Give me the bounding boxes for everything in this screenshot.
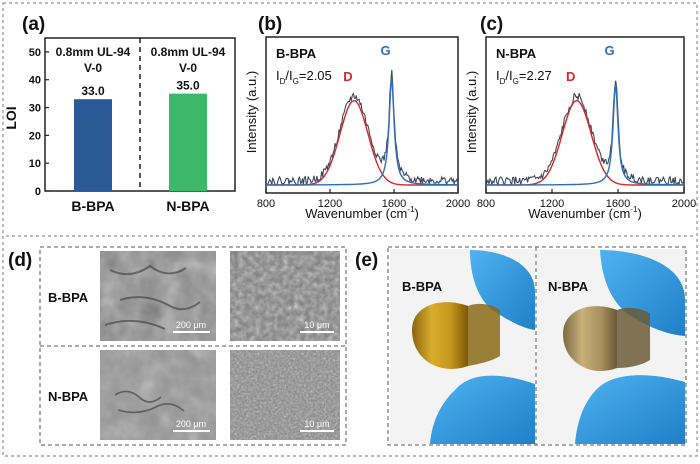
panel-label-b: (b)	[258, 14, 282, 35]
raman-chart-n-bpa: Intensity (a.u.) Wavenumber (cm-1) N-BPA…	[464, 36, 696, 221]
x-tick-label: 2000	[672, 198, 696, 210]
x-tick-label: 1600	[382, 198, 406, 210]
bar-value-label: 35.0	[176, 79, 200, 93]
panel-label-c: (c)	[480, 14, 503, 35]
bar-n-bpa	[169, 93, 207, 191]
d-band-fit	[266, 99, 458, 186]
ul94-rating-line2: V-0	[179, 61, 197, 75]
ul94-rating-line1: 0.8mm UL-94	[151, 45, 226, 59]
y-axis-label-c: Intensity (a.u.)	[464, 71, 479, 153]
photo-n-bpa: N-BPA	[537, 249, 685, 444]
d-band-fit	[486, 99, 684, 186]
bar-value-label: 33.0	[81, 84, 105, 98]
curves-c: DG	[485, 43, 685, 187]
y-tick-label-a: 50	[29, 47, 41, 59]
sem-row-label-b-bpa: B-BPA	[48, 290, 89, 305]
sem-image-n-bpa-low: 200 μm	[100, 350, 216, 440]
x-ticks-c: 800 1200 1600 2000	[477, 189, 696, 210]
raw-spectrum	[485, 80, 685, 187]
y-tick-label-a: 10	[29, 158, 41, 170]
photo-label-b-bpa: B-BPA	[402, 279, 443, 294]
sem-panel: B-BPA N-BPA 200 μm 10 μm 200 μm	[39, 246, 347, 446]
peak-label-g: G	[381, 43, 391, 58]
y-axis-label-a: LOI	[3, 106, 19, 129]
y-tick-label-a: 40	[29, 75, 41, 87]
ul94-rating-line2: V-0	[84, 61, 102, 75]
outer-frame	[2, 2, 698, 457]
x-axis-label-b: Wavenumber (cm-1)	[305, 205, 419, 221]
bars-a: 33.0 0.8mm UL-94 V-0 B-BPA 35.0 0.8mm UL-94 V-…	[56, 45, 226, 214]
photo-b-bpa: B-BPA	[390, 249, 535, 444]
g-band-fit	[266, 79, 458, 186]
x-tick-label: 1200	[318, 198, 342, 210]
curves-b: DG	[265, 43, 459, 187]
film-b-bpa	[412, 302, 468, 369]
g-band-fit	[486, 84, 684, 186]
y-axis-label-b: Intensity (a.u.)	[244, 71, 259, 153]
peak-label-d: D	[343, 69, 352, 84]
peak-label-d: D	[566, 69, 575, 84]
ratio-label-b: ID/IG=2.05	[276, 68, 332, 86]
bar-b-bpa	[74, 99, 112, 191]
scale-bar-200um-n: 200 μm	[176, 419, 206, 429]
peak-label-g: G	[604, 43, 614, 58]
raman-chart-b-bpa: Intensity (a.u.) Wavenumber (cm-1) B-BPA…	[244, 36, 470, 221]
photo-label-n-bpa: N-BPA	[548, 279, 589, 294]
panel-label-e: (e)	[355, 250, 378, 271]
x-category-label: B-BPA	[71, 198, 114, 214]
x-tick-label: 800	[257, 198, 275, 210]
y-ticks-a: 0 10 20 30 40 50	[29, 47, 49, 198]
film-n-bpa	[563, 306, 617, 371]
x-tick-label: 1200	[540, 198, 564, 210]
x-tick-label: 2000	[446, 198, 470, 210]
photo-panel: B-BPA N-BPA	[387, 246, 687, 446]
x-tick-label: 800	[477, 198, 495, 210]
photo-frame	[387, 246, 687, 446]
scale-bar-10um-b: 10 μm	[304, 320, 329, 330]
x-ticks-b: 800 1200 1600 2000	[257, 189, 470, 210]
x-category-label: N-BPA	[166, 198, 209, 214]
plot-frame-c	[485, 36, 685, 194]
ul94-rating-line1: 0.8mm UL-94	[56, 45, 131, 59]
panel-label-d: (d)	[8, 250, 32, 271]
sem-image-n-bpa-high: 10 μm	[230, 350, 340, 440]
sample-label-b: B-BPA	[276, 46, 317, 61]
x-tick-label: 1600	[606, 198, 630, 210]
ratio-label-c: ID/IG=2.27	[496, 68, 552, 86]
y-tick-label-a: 20	[29, 130, 41, 142]
sem-row-label-n-bpa: N-BPA	[48, 389, 89, 404]
sample-label-c: N-BPA	[496, 46, 537, 61]
scale-bar-10um-n: 10 μm	[304, 419, 329, 429]
y-tick-label-a: 0	[35, 186, 41, 198]
y-tick-label-a: 30	[29, 103, 41, 115]
sem-image-b-bpa-high: 10 μm	[230, 251, 340, 341]
scale-bar-200um-b: 200 μm	[176, 320, 206, 330]
plot-frame-b	[265, 36, 459, 194]
x-axis-label-c: Wavenumber (cm-1)	[528, 205, 642, 221]
sem-image-b-bpa-low: 200 μm	[100, 251, 216, 341]
raw-spectrum	[265, 69, 459, 187]
panel-label-a: (a)	[22, 14, 45, 35]
